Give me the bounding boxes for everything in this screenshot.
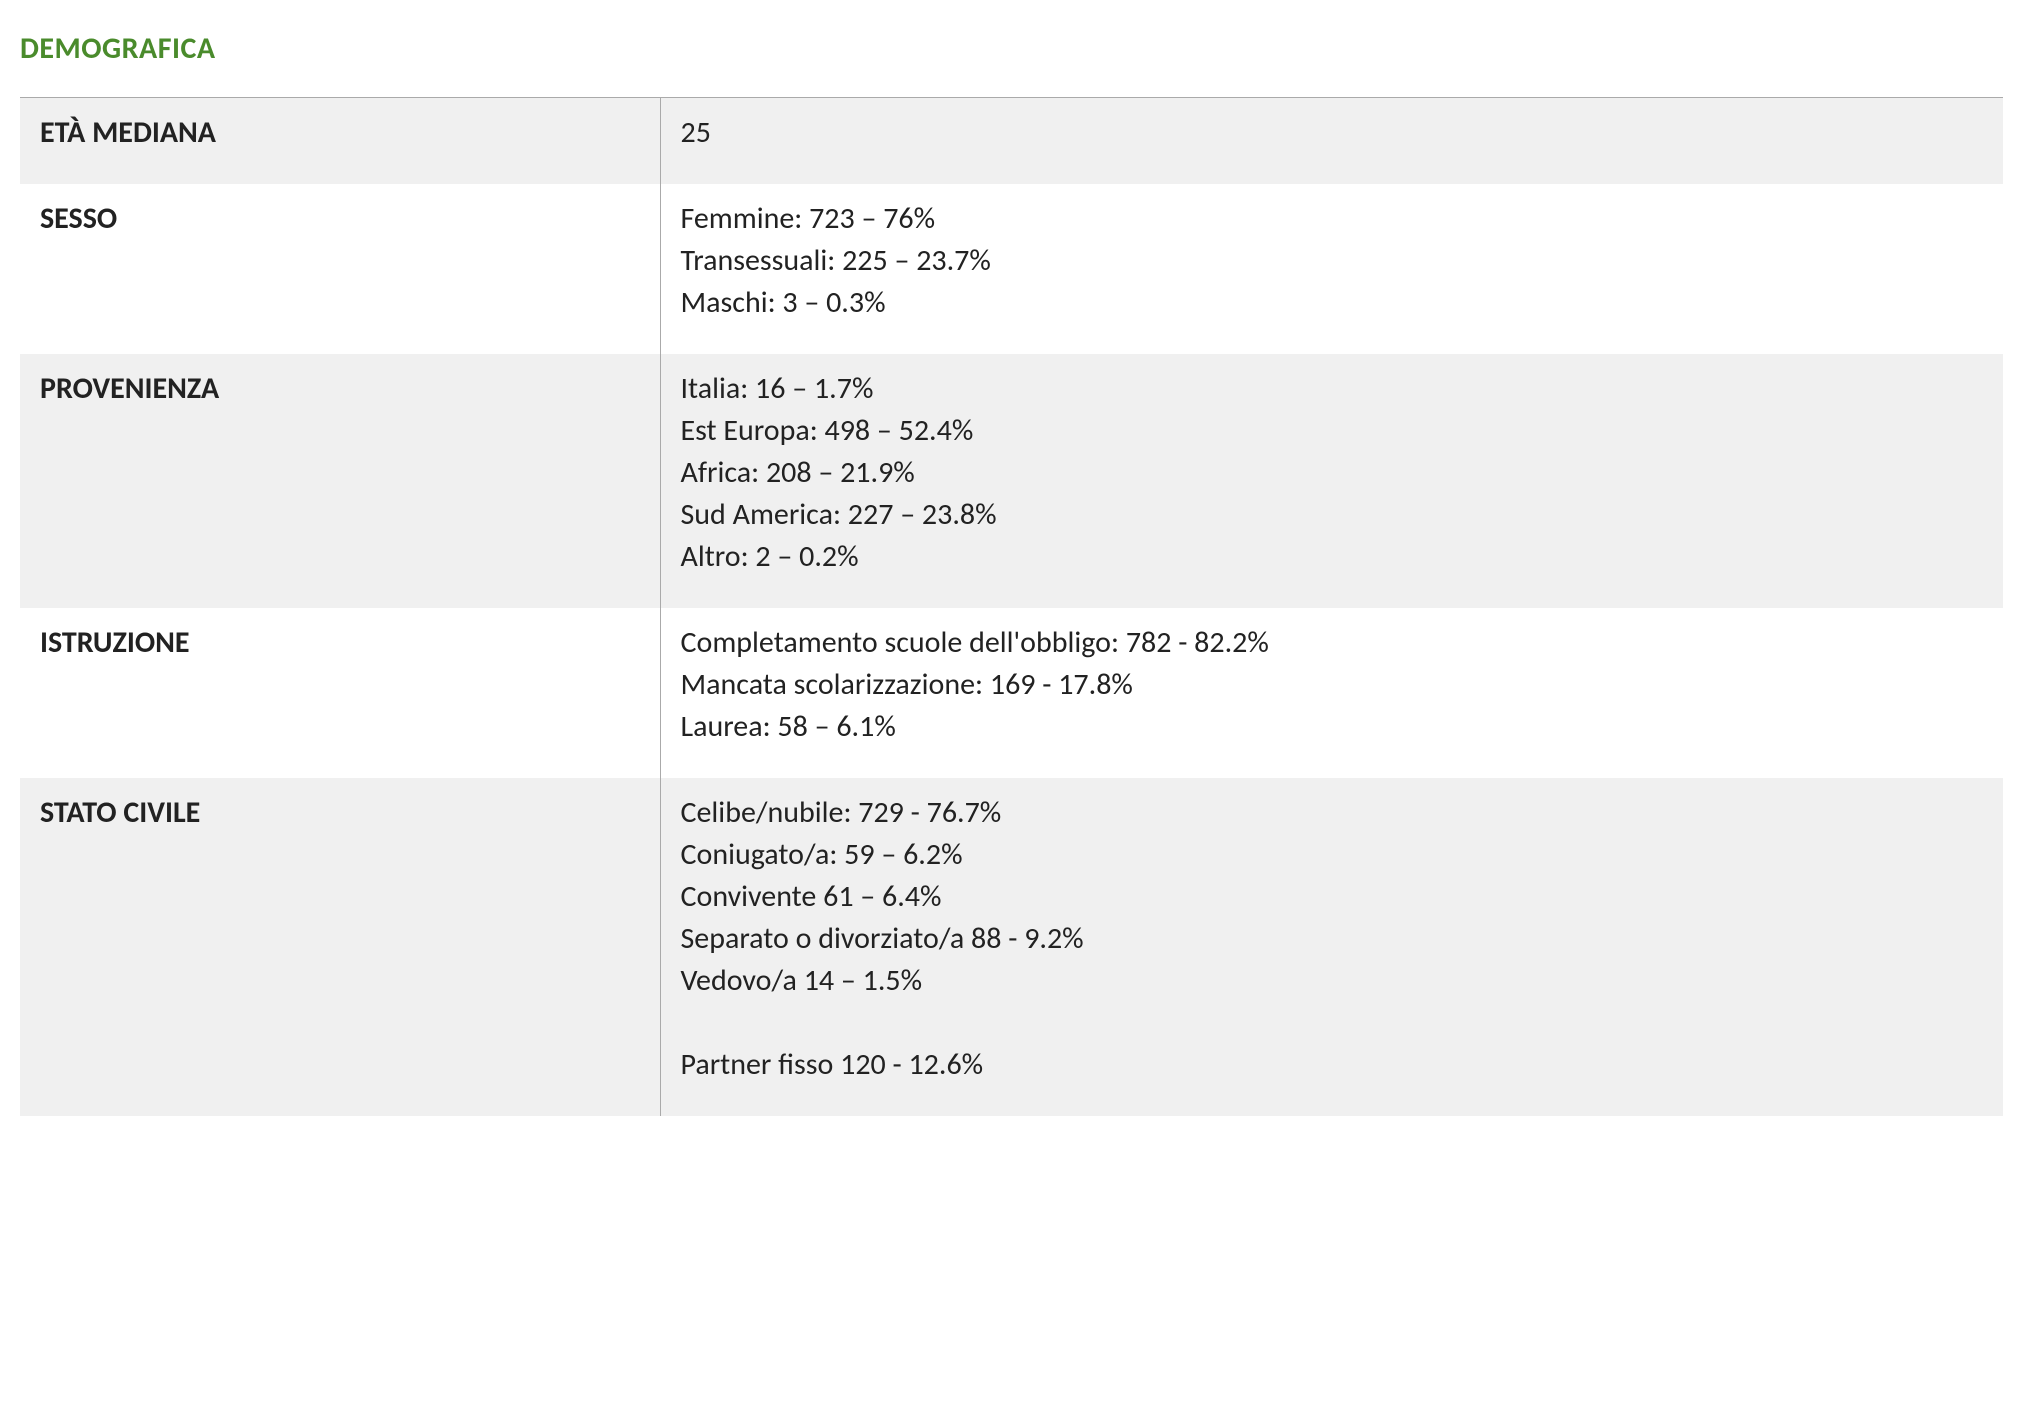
row-value: Italia: 16 – 1.7%Est Europa: 498 – 52.4%…	[660, 354, 2003, 608]
row-value: Femmine: 723 – 76%Transessuali: 225 – 23…	[660, 184, 2003, 354]
value-gap	[681, 1002, 1984, 1044]
row-value: 25	[660, 98, 2003, 185]
value-line: 25	[681, 112, 1984, 154]
value-line: Femmine: 723 – 76%	[681, 198, 1984, 240]
row-label: PROVENIENZA	[20, 354, 660, 608]
value-line: Partner fisso 120 - 12.6%	[681, 1044, 1984, 1086]
row-label: STATO CIVILE	[20, 778, 660, 1116]
value-line: Africa: 208 – 21.9%	[681, 452, 1984, 494]
value-line: Laurea: 58 – 6.1%	[681, 706, 1984, 748]
row-label: SESSO	[20, 184, 660, 354]
value-line: Transessuali: 225 – 23.7%	[681, 240, 1984, 282]
value-line: Est Europa: 498 – 52.4%	[681, 410, 1984, 452]
value-line: Mancata scolarizzazione: 169 - 17.8%	[681, 664, 1984, 706]
value-line: Coniugato/a: 59 – 6.2%	[681, 834, 1984, 876]
table-row: SESSOFemmine: 723 – 76%Transessuali: 225…	[20, 184, 2003, 354]
value-line: Sud America: 227 – 23.8%	[681, 494, 1984, 536]
row-value: Completamento scuole dell'obbligo: 782 -…	[660, 608, 2003, 778]
row-label: ETÀ MEDIANA	[20, 98, 660, 185]
value-line: Italia: 16 – 1.7%	[681, 368, 1984, 410]
table-row: ETÀ MEDIANA 25	[20, 98, 2003, 185]
value-line: Completamento scuole dell'obbligo: 782 -…	[681, 622, 1984, 664]
table-row: STATO CIVILECelibe/nubile: 729 - 76.7%Co…	[20, 778, 2003, 1116]
row-label: ISTRUZIONE	[20, 608, 660, 778]
value-line: Vedovo/a 14 – 1.5%	[681, 960, 1984, 1002]
value-line: Maschi: 3 – 0.3%	[681, 282, 1984, 324]
value-line: Convivente 61 – 6.4%	[681, 876, 1984, 918]
section-title: DEMOGRAFICA	[20, 30, 2003, 67]
demographics-table: ETÀ MEDIANA25SESSOFemmine: 723 – 76%Tran…	[20, 97, 2003, 1116]
value-line: Separato o divorziato/a 88 - 9.2%	[681, 918, 1984, 960]
demographics-table-body: ETÀ MEDIANA25SESSOFemmine: 723 – 76%Tran…	[20, 98, 2003, 1117]
table-row: PROVENIENZAItalia: 16 – 1.7%Est Europa: …	[20, 354, 2003, 608]
value-line: Altro: 2 – 0.2%	[681, 536, 1984, 578]
table-row: ISTRUZIONE Completamento scuole dell'obbl…	[20, 608, 2003, 778]
row-value: Celibe/nubile: 729 - 76.7%Coniugato/a: 5…	[660, 778, 2003, 1116]
value-line: Celibe/nubile: 729 - 76.7%	[681, 792, 1984, 834]
